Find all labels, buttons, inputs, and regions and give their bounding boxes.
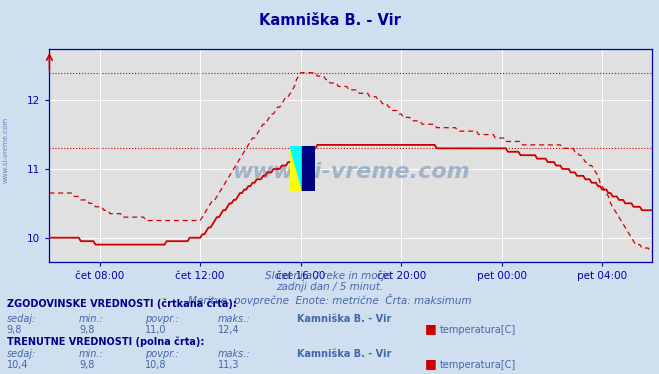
Text: TRENUTNE VREDNOSTI (polna črta):: TRENUTNE VREDNOSTI (polna črta): [7, 336, 204, 347]
Text: 10,8: 10,8 [145, 360, 167, 370]
Polygon shape [290, 146, 302, 191]
Polygon shape [302, 146, 315, 191]
Text: maks.:: maks.: [217, 349, 250, 359]
Text: zadnji dan / 5 minut.: zadnji dan / 5 minut. [276, 282, 383, 292]
Polygon shape [290, 146, 302, 191]
Text: povpr.:: povpr.: [145, 349, 179, 359]
Text: www.si-vreme.com: www.si-vreme.com [232, 162, 470, 182]
Text: sedaj:: sedaj: [7, 313, 36, 324]
Text: ZGODOVINSKE VREDNOSTI (črtkana črta):: ZGODOVINSKE VREDNOSTI (črtkana črta): [7, 298, 237, 309]
Text: 11,3: 11,3 [217, 360, 239, 370]
Text: 9,8: 9,8 [79, 360, 94, 370]
Text: min.:: min.: [79, 349, 104, 359]
Text: www.si-vreme.com: www.si-vreme.com [2, 117, 9, 183]
Text: sedaj:: sedaj: [7, 349, 36, 359]
Text: min.:: min.: [79, 313, 104, 324]
Text: Slovenija / reke in morje.: Slovenija / reke in morje. [265, 271, 394, 281]
Text: temperatura[C]: temperatura[C] [440, 325, 517, 335]
Text: temperatura[C]: temperatura[C] [440, 360, 517, 370]
Text: ■: ■ [425, 322, 437, 335]
Text: Kamniška B. - Vir: Kamniška B. - Vir [297, 349, 391, 359]
Text: 9,8: 9,8 [7, 325, 22, 335]
Text: ■: ■ [425, 357, 437, 370]
Text: maks.:: maks.: [217, 313, 250, 324]
Text: 11,0: 11,0 [145, 325, 167, 335]
Text: 10,4: 10,4 [7, 360, 28, 370]
Text: Kamniška B. - Vir: Kamniška B. - Vir [258, 13, 401, 28]
Text: 12,4: 12,4 [217, 325, 239, 335]
Text: Meritve: povprečne  Enote: metrične  Črta: maksimum: Meritve: povprečne Enote: metrične Črta:… [188, 294, 471, 306]
Text: Kamniška B. - Vir: Kamniška B. - Vir [297, 313, 391, 324]
Text: 9,8: 9,8 [79, 325, 94, 335]
Text: povpr.:: povpr.: [145, 313, 179, 324]
